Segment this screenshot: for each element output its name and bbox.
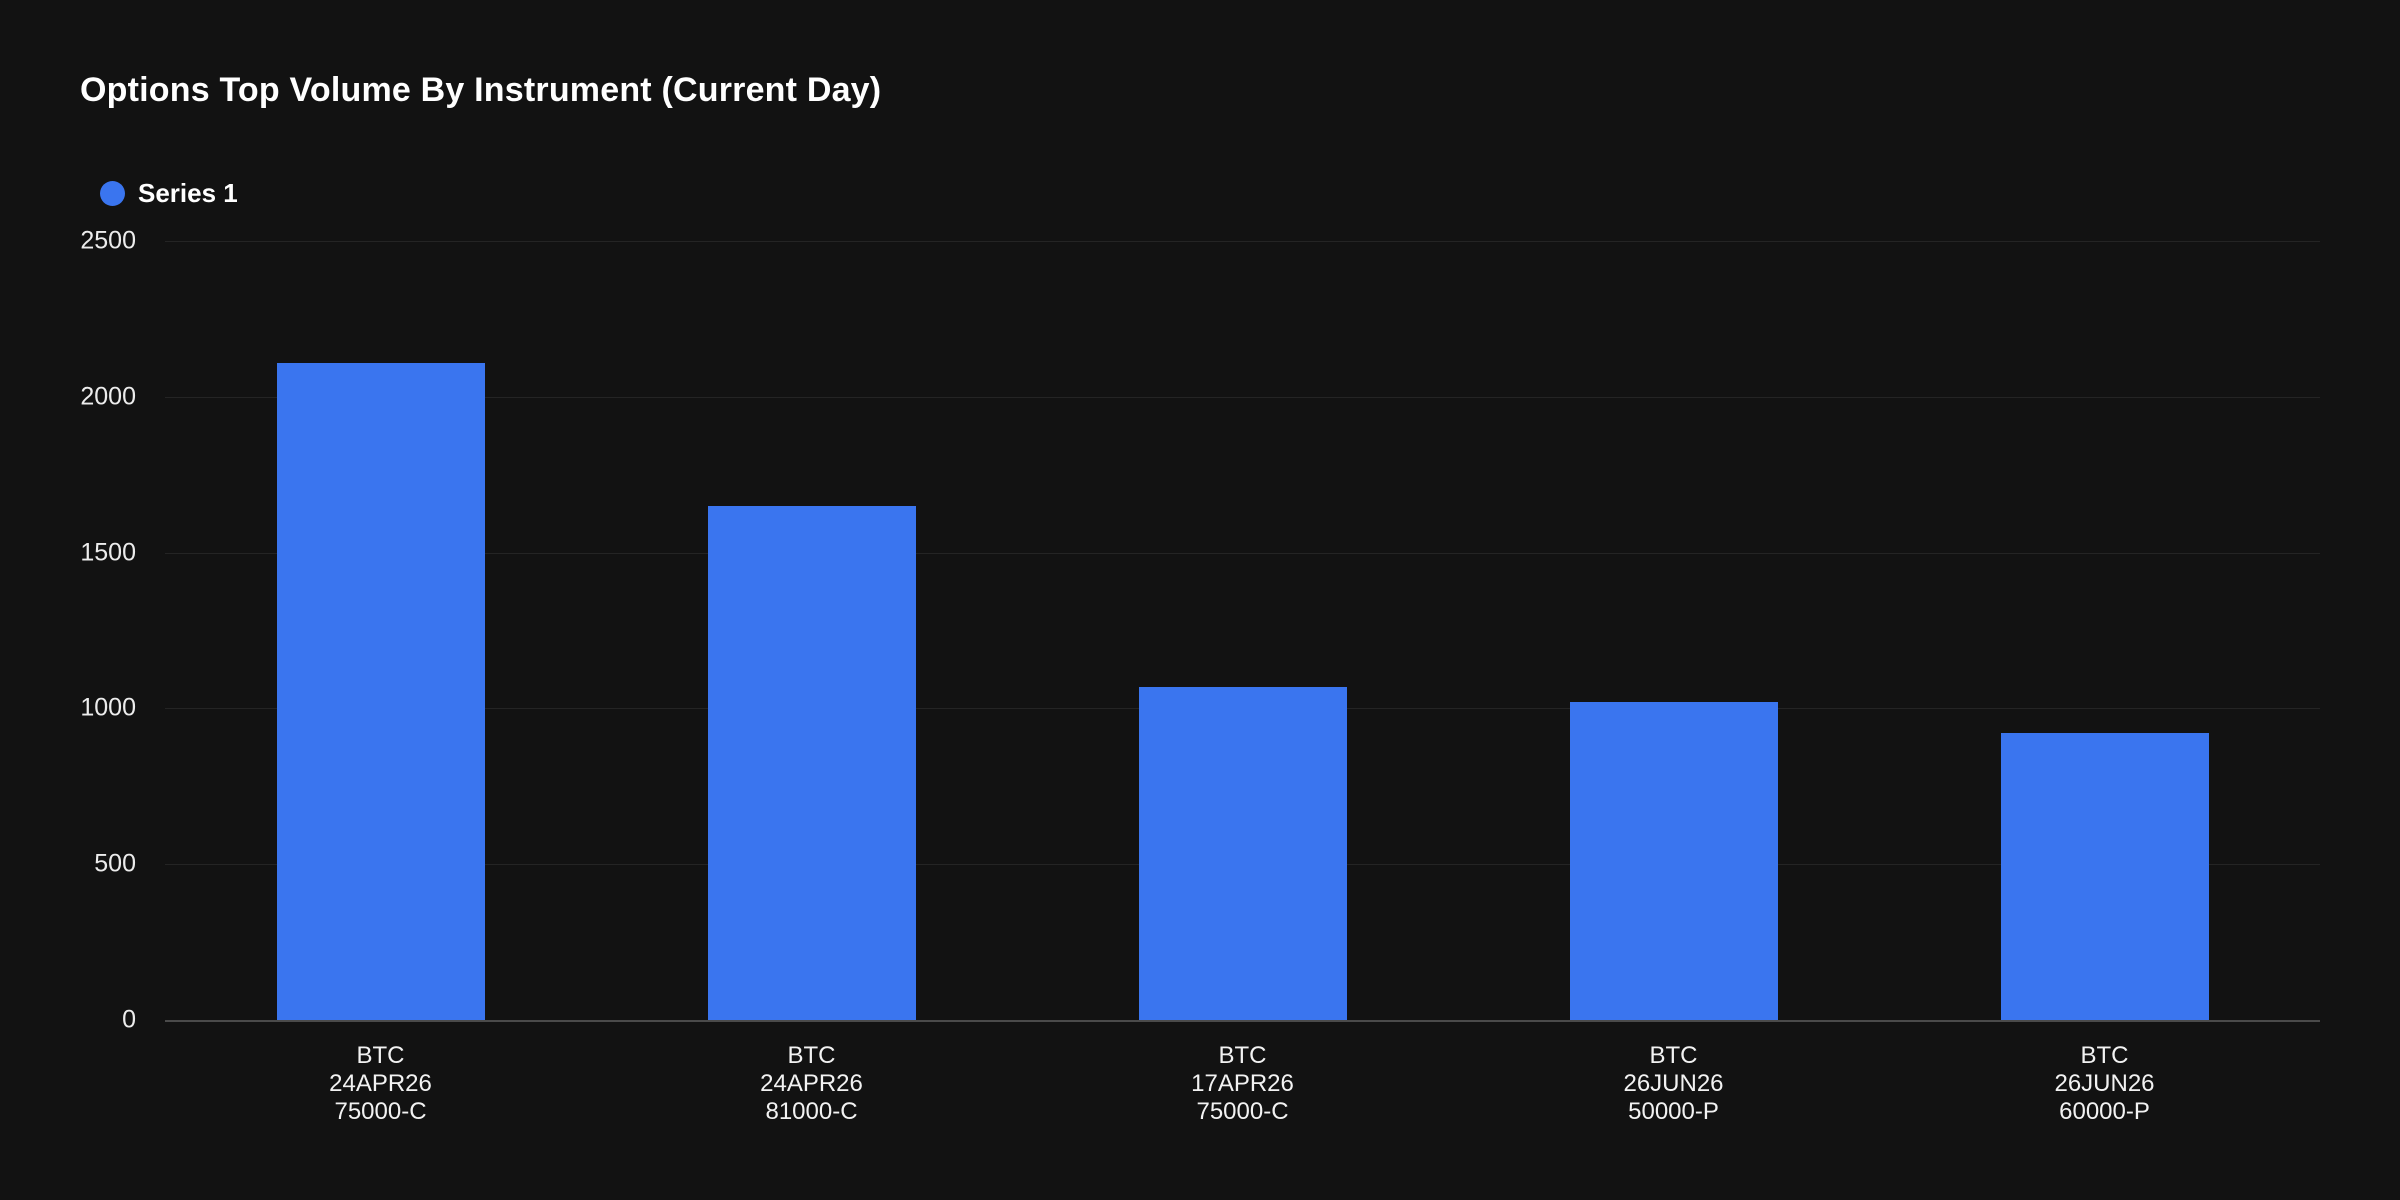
y-axis-tick-label: 0 xyxy=(122,1005,136,1034)
bar-BTC-24APR26-81000-C[interactable] xyxy=(707,505,916,1020)
x-axis-category-label: BTC 24APR26 75000-C xyxy=(329,1042,432,1125)
y-axis-tick-label: 1500 xyxy=(80,538,136,567)
bar-BTC-26JUN26-50000-P[interactable] xyxy=(1569,701,1778,1020)
gridline-2000 xyxy=(165,396,2320,398)
bar-BTC-24APR26-75000-C[interactable] xyxy=(276,362,485,1020)
legend-marker-icon xyxy=(100,181,125,206)
legend-item-series-1[interactable]: Series 1 xyxy=(100,178,238,209)
gridline-2500 xyxy=(165,241,2320,242)
x-axis-category-label: BTC 26JUN26 50000-P xyxy=(1623,1042,1724,1125)
y-axis-tick-label: 2000 xyxy=(80,382,136,411)
x-axis-line xyxy=(165,1020,2320,1022)
legend-item-label: Series 1 xyxy=(138,178,238,208)
y-axis-tick-label: 1000 xyxy=(80,693,136,722)
y-axis-tick-label: 500 xyxy=(94,849,136,878)
x-axis-category-label: BTC 17APR26 75000-C xyxy=(1191,1042,1294,1125)
chart-title: Options Top Volume By Instrument (Curren… xyxy=(80,71,882,109)
x-axis-category-label: BTC 26JUN26 60000-P xyxy=(2054,1042,2155,1125)
legend: Series 1 xyxy=(100,178,238,209)
x-axis-category-label: BTC 24APR26 81000-C xyxy=(760,1042,863,1125)
y-axis-tick-label: 2500 xyxy=(80,226,136,255)
bar-BTC-26JUN26-60000-P[interactable] xyxy=(2000,733,2209,1020)
gridline-1500 xyxy=(165,552,2320,554)
bar-BTC-17APR26-75000-C[interactable] xyxy=(1138,687,1347,1020)
